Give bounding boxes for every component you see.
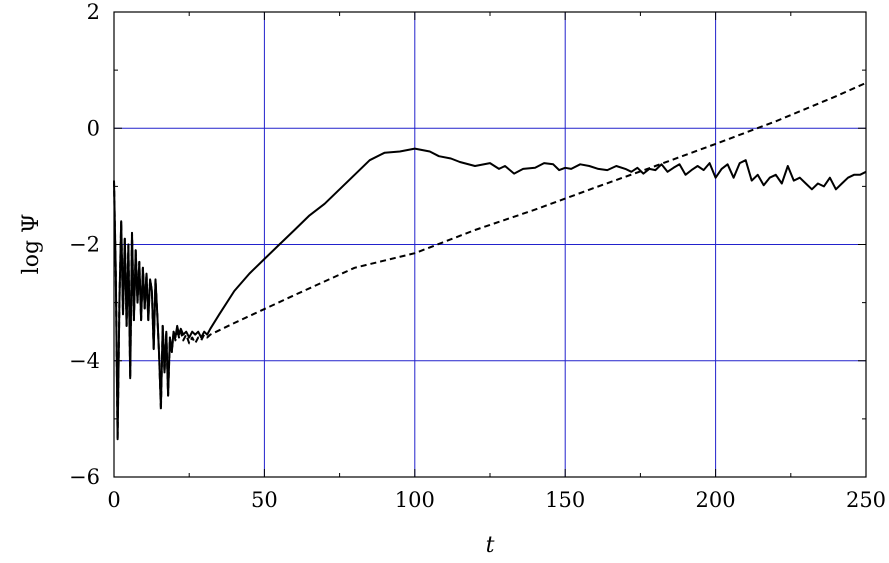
- series-line-solid: [113, 147, 867, 441]
- x-tick-label: 150: [545, 488, 585, 512]
- y-tick-label: 0: [87, 116, 100, 140]
- x-tick-label: 100: [395, 488, 435, 512]
- series-layer: [113, 81, 867, 441]
- grid-lines: [114, 12, 866, 477]
- y-tick-label: 2: [87, 0, 100, 24]
- y-axis-label: log Ψ: [19, 214, 44, 275]
- x-axis-label: t: [486, 533, 495, 558]
- y-tick-label: −6: [69, 465, 100, 489]
- y-tick-label: −2: [69, 233, 100, 257]
- x-tick-label: 200: [696, 488, 736, 512]
- x-tick-label: 250: [846, 488, 886, 512]
- x-tick-label: 0: [107, 488, 120, 512]
- tick-labels-layer: 0 50 100 150 200 250 −6 −4 −2 0 2: [69, 0, 886, 512]
- y-tick-label: −4: [69, 349, 100, 373]
- x-tick-label: 50: [251, 488, 278, 512]
- series-line-dashed: [113, 81, 867, 441]
- ticks-layer: [113, 11, 867, 478]
